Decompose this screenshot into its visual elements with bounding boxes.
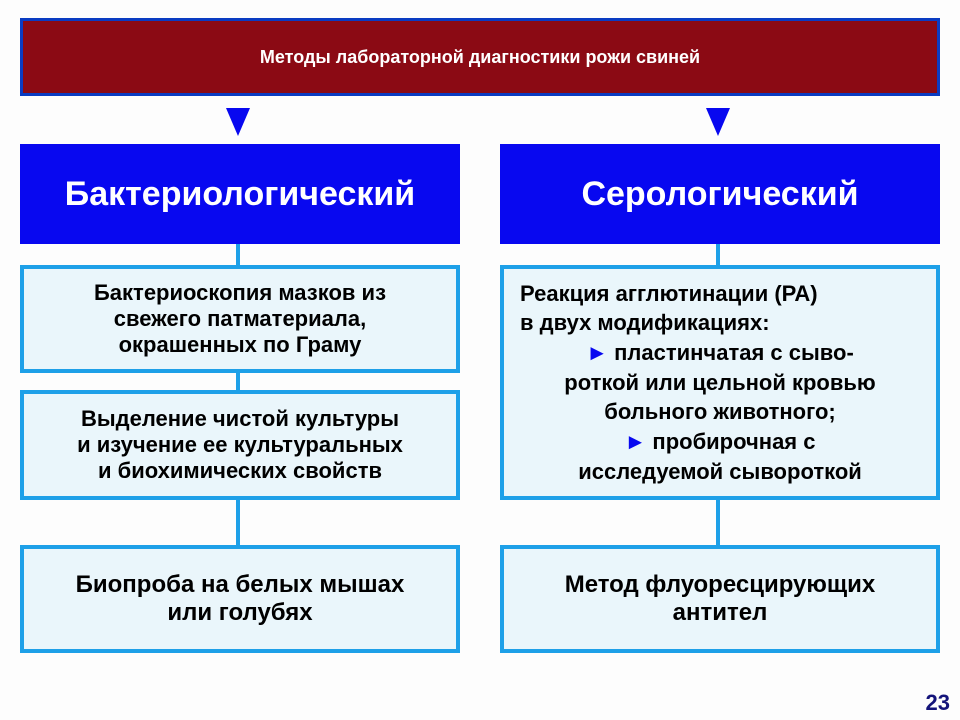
arrow-right <box>706 108 730 136</box>
arrow-left <box>226 108 250 136</box>
page-number: 23 <box>926 690 950 716</box>
box-fluorescent-antibodies: Метод флуоресцирующих антител <box>500 545 940 653</box>
box-bioassay: Биопроба на белых мышах или голубях <box>20 545 460 653</box>
method-label: Бактериологический <box>65 175 415 214</box>
line: ► пробирочная с <box>514 427 926 457</box>
box-text: Биопроба на белых мышах или голубях <box>76 571 405 627</box>
line-text: пластинчатая с сыво- <box>614 340 854 365</box>
connector <box>236 500 240 545</box>
method-label: Серологический <box>581 175 858 214</box>
line: в двух модификациях: <box>514 308 926 338</box>
title-text: Методы лабораторной диагностики рожи сви… <box>260 47 700 68</box>
connector <box>716 500 720 545</box>
method-serological: Серологический <box>500 144 940 244</box>
line: Реакция агглютинации (РА) <box>514 279 926 309</box>
box-text: Бактериоскопия мазков из свежего патмате… <box>94 280 386 358</box>
connector <box>236 244 240 265</box>
box-agglutination: Реакция агглютинации (РА) в двух модифик… <box>500 265 940 500</box>
triangle-bullet-icon: ► <box>586 338 608 368</box>
line: исследуемой сывороткой <box>514 457 926 487</box>
line: роткой или цельной кровью <box>514 368 926 398</box>
diagram-title: Методы лабораторной диагностики рожи сви… <box>20 18 940 96</box>
box-bacterioscopy: Бактериоскопия мазков из свежего патмате… <box>20 265 460 373</box>
box-text: Метод флуоресцирующих антител <box>565 571 876 627</box>
method-bacteriological: Бактериологический <box>20 144 460 244</box>
box-text-block: Реакция агглютинации (РА) в двух модифик… <box>514 279 926 487</box>
triangle-bullet-icon: ► <box>625 427 647 457</box>
connector <box>716 244 720 265</box>
connector <box>236 373 240 390</box>
line: ► пластинчатая с сыво- <box>514 338 926 368</box>
line-text: пробирочная с <box>652 429 815 454</box>
box-culture-isolation: Выделение чистой культуры и изучение ее … <box>20 390 460 500</box>
line: больного животного; <box>514 397 926 427</box>
box-text: Выделение чистой культуры и изучение ее … <box>77 406 403 484</box>
